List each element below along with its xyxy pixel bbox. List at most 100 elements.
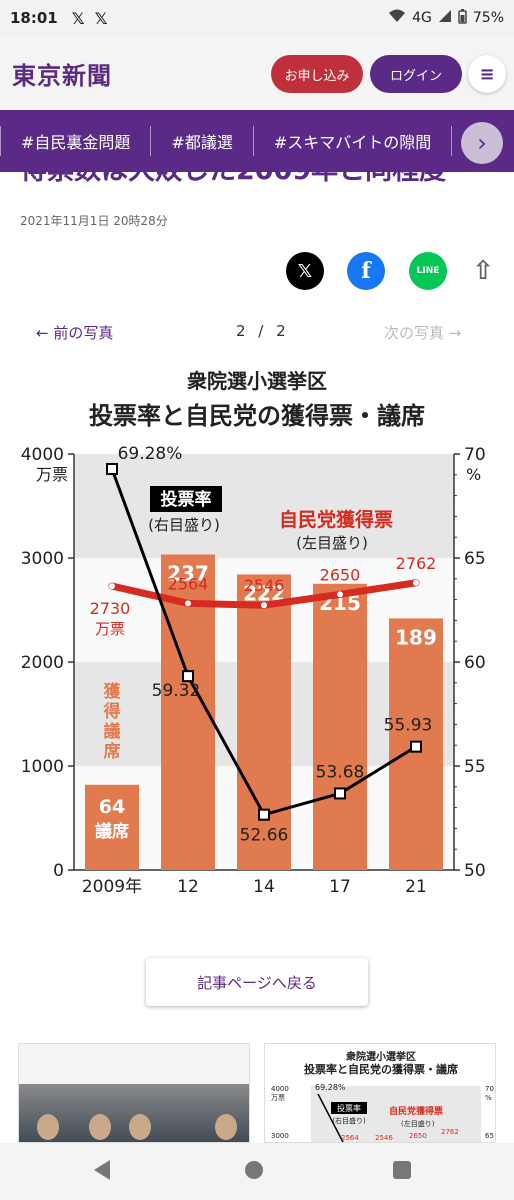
right-tick-label: 55 — [464, 757, 486, 777]
turnout-label: 52.66 — [240, 826, 289, 846]
apply-button[interactable]: お申し込み — [271, 55, 363, 93]
related-chart-thumbnail[interactable]: 衆院選小選挙区 投票率と自民党の獲得票・議席 4000 万票 3000 69.2… — [264, 1043, 496, 1143]
tag-link[interactable]: #スキマバイトの隙間 — [252, 126, 451, 156]
chevron-right-icon[interactable]: › — [461, 122, 503, 164]
seat-bar-label: 237 — [167, 562, 209, 586]
chart-title-line1: 衆院選小選挙区 — [187, 369, 327, 393]
votes-point — [261, 602, 267, 609]
votes-point — [413, 579, 419, 586]
seat-series-label: 議 — [104, 721, 121, 742]
thumb-value: 2762 — [441, 1128, 459, 1136]
thumb-unit: 万票 — [271, 1094, 285, 1102]
votes-label: 2650 — [320, 565, 361, 584]
seat-series-label: 獲 — [104, 682, 122, 702]
turnout-point — [410, 740, 422, 753]
x-tick-label: 14 — [253, 877, 275, 897]
wifi-icon — [388, 9, 406, 27]
votes-point — [337, 591, 343, 598]
arrow-right-icon: → — [444, 324, 462, 342]
thumb-tick: 70 — [485, 1085, 494, 1093]
seat-bar — [313, 583, 367, 870]
thumb-legend-note: (右目盛り) — [332, 1116, 366, 1125]
thumb-tick: 65 — [485, 1132, 494, 1140]
login-button[interactable]: ログイン — [370, 55, 462, 93]
tag-bar: #自民裏金問題 #都議選 #スキマバイトの隙間 エ › — [0, 110, 514, 172]
left-tick-label: 4000 — [21, 445, 64, 465]
right-tick-label: 50 — [464, 861, 486, 881]
site-header: 東京新聞 お申し込み ログイン ≡ — [0, 36, 514, 110]
votes-series-name: 自民党獲得票 — [279, 508, 393, 531]
share-facebook-icon[interactable]: f — [347, 252, 385, 290]
seat-series-label: 席 — [104, 741, 121, 762]
thumb-title2: 投票率と自民党の獲得票・議席 — [304, 1063, 458, 1076]
x-tick-label: 21 — [405, 877, 427, 897]
arrow-left-icon: ← — [36, 324, 54, 342]
battery-icon — [458, 8, 467, 28]
share-upload-icon[interactable]: ⇧ — [472, 256, 494, 286]
thumb-value: 2546 — [375, 1134, 393, 1142]
plot-band — [74, 454, 454, 558]
left-tick-label: 0 — [53, 861, 64, 881]
left-axis-unit: 万票 — [36, 465, 68, 484]
article-headline: 得票数は大敗した2009年と同程度 — [20, 166, 500, 192]
next-photo-link[interactable]: 次の写真 → — [384, 322, 461, 343]
article-date: 2021年11月1日 20時28分 — [20, 214, 168, 228]
thumb-turnout-line — [317, 1093, 344, 1142]
votes-label: 2730 — [90, 599, 131, 618]
right-axis-unit: % — [466, 465, 481, 484]
turnout-series-note: (右目盛り) — [148, 516, 220, 534]
x-notification-icon: 𝕏 — [94, 8, 108, 28]
turnout-point — [182, 670, 194, 683]
android-nav-bar — [0, 1143, 514, 1200]
next-photo-label: 次の写真 — [384, 324, 445, 342]
turnout-legend-box — [150, 486, 222, 512]
person — [215, 1114, 237, 1140]
thumb-tick: 3000 — [271, 1132, 289, 1140]
thumb-legend-box — [331, 1102, 367, 1114]
thumb-legend: 投票率 — [337, 1103, 361, 1113]
prev-photo-link[interactable]: ← 前の写真 — [36, 322, 113, 343]
person — [37, 1114, 59, 1140]
photo-counter: 2 / 2 — [236, 322, 290, 340]
votes-point — [109, 583, 115, 590]
status-time: 18:01 — [10, 9, 58, 27]
turnout-label: 55.93 — [384, 716, 433, 736]
share-x-icon[interactable]: 𝕏 — [286, 252, 324, 290]
site-logo[interactable]: 東京新聞 — [12, 60, 112, 90]
tag-link[interactable]: #都議選 — [150, 126, 252, 156]
home-circle-icon[interactable] — [245, 1161, 263, 1179]
status-right: 4G 75% — [388, 8, 504, 28]
turnout-series-name: 投票率 — [161, 489, 212, 510]
thumb-legend-note: (左目盛り) — [401, 1119, 435, 1128]
turnout-label: 69.28% — [118, 444, 183, 464]
person — [89, 1114, 111, 1140]
headline-text: 得票数は大敗した2009年と同程度 — [20, 166, 447, 186]
photo-navigation: ← 前の写真 2 / 2 次の写真 → — [0, 322, 514, 346]
election-chart: 衆院選小選挙区 投票率と自民党の獲得票・議席 4000 3000 2000 1000 0… — [21, 369, 486, 897]
votes-label: 万票 — [95, 620, 125, 638]
tag-link[interactable]: #自民裏金問題 — [0, 126, 150, 156]
back-triangle-icon[interactable] — [94, 1160, 110, 1180]
share-line-icon[interactable]: LINE — [409, 252, 447, 290]
turnout-point — [258, 808, 270, 821]
turnout-point — [106, 462, 118, 475]
back-to-article-button[interactable]: 記事ページへ戻る — [146, 958, 368, 1006]
thumb-value: 2650 — [409, 1132, 427, 1140]
x-tick-label: 12 — [177, 877, 199, 897]
left-tick-label: 1000 — [21, 757, 64, 777]
right-tick-label: 60 — [464, 653, 486, 673]
seat-bar-label: 64 — [99, 796, 125, 818]
recents-square-icon[interactable] — [393, 1161, 411, 1179]
x-notification-icon: 𝕏 — [71, 8, 85, 28]
battery-percent: 75% — [472, 10, 504, 26]
prev-photo-label: 前の写真 — [53, 324, 114, 342]
menu-icon[interactable]: ≡ — [468, 55, 506, 93]
votes-label: 2762 — [396, 554, 437, 573]
signal-icon — [438, 9, 452, 27]
seat-series-label: 得 — [103, 701, 121, 722]
seat-bar — [237, 574, 291, 870]
related-photo-thumbnail[interactable] — [18, 1043, 250, 1143]
turnout-label: 59.32 — [152, 681, 201, 701]
status-bar: 18:01 𝕏 𝕏 4G 75% — [0, 0, 514, 36]
votes-label: 2546 — [244, 576, 285, 595]
